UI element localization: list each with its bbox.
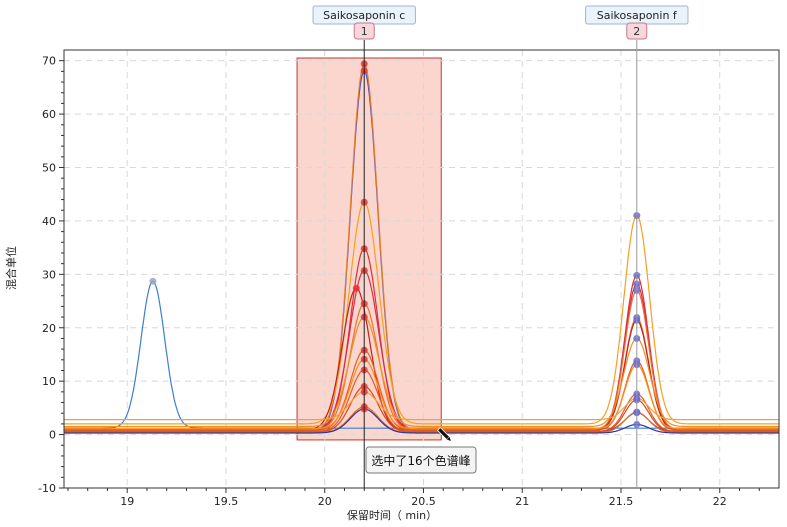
peak-name-label: Saikosaponin f: [597, 9, 678, 22]
x-tick-label: 19: [120, 495, 134, 508]
series-line-4: [64, 201, 779, 425]
peak-number-label: 2: [633, 25, 640, 38]
plot-frame: [63, 49, 780, 489]
x-axis-title: 保留时间（ min）: [347, 508, 437, 522]
peak-number-tag: [353, 22, 375, 40]
y-tick-label: -10: [38, 482, 56, 495]
tooltip-text: 选中了16个色谱峰: [371, 453, 470, 468]
peak-number-tag: [626, 22, 648, 40]
x-tick-label: 21.5: [609, 495, 634, 508]
peak-number-label: 1: [361, 25, 368, 38]
series-line-11: [64, 358, 779, 430]
y-tick-label: 10: [42, 375, 56, 388]
series-line-16: [64, 408, 779, 434]
x-tick-label: 20.5: [411, 495, 436, 508]
x-tick-label: 22: [713, 495, 727, 508]
selection-region-layer: [296, 57, 442, 441]
y-tick-label: 40: [42, 215, 56, 228]
x-tick-label: 21: [515, 495, 529, 508]
peak-apex-marker: [149, 277, 157, 285]
y-tick-label: 30: [42, 268, 56, 281]
y-tick-label: 0: [49, 429, 56, 442]
peak-apex-marker: [352, 284, 360, 292]
axes-layer: 19 19.5 20 20.5 21 21.5 22 -10 0 10 20 30 40 50 60 70: [38, 49, 780, 508]
series-layer: [64, 63, 779, 434]
y-tick-label: 50: [42, 162, 56, 175]
y-tick-label: 60: [42, 108, 56, 121]
selection-rectangle: [296, 57, 442, 441]
y-tick-label: 70: [42, 55, 56, 68]
y-axis-title: 混合单位: [4, 246, 18, 290]
tooltip-box: [365, 446, 477, 474]
y-tick-label: 20: [42, 322, 56, 335]
peak-name-label: Saikosaponin c: [323, 9, 405, 22]
series-line-14: [64, 391, 779, 421]
x-tick-label: 20: [318, 495, 332, 508]
series-line-9: [64, 316, 779, 428]
peak-label-layer: Saikosaponin c 1 Saikosaponin f 2: [312, 5, 689, 488]
x-tick-label: 19.5: [214, 495, 239, 508]
selection-tooltip: 选中了16个色谱峰: [365, 446, 477, 474]
